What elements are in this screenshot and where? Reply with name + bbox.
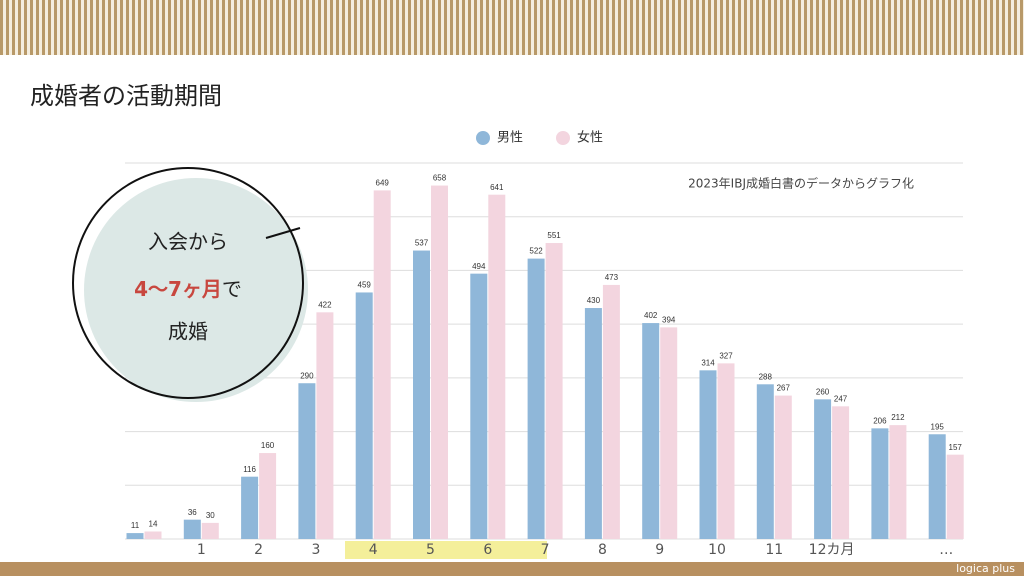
bar bbox=[373, 190, 391, 539]
data-label: 422 bbox=[318, 300, 332, 309]
callout-fill bbox=[84, 178, 308, 402]
data-label: 641 bbox=[490, 183, 504, 192]
data-label: 430 bbox=[587, 296, 601, 305]
data-label: 212 bbox=[891, 413, 905, 422]
top-border bbox=[0, 0, 1024, 55]
bar bbox=[660, 327, 678, 539]
data-label: 30 bbox=[206, 511, 215, 520]
bar bbox=[602, 284, 620, 539]
data-label: 394 bbox=[662, 315, 676, 324]
bar bbox=[316, 312, 334, 539]
x-tick-label: 12カ月 bbox=[809, 542, 855, 558]
callout-line: 成婚 bbox=[168, 320, 208, 344]
legend-label: 女性 bbox=[577, 130, 603, 146]
data-label: 290 bbox=[300, 371, 314, 380]
bar bbox=[470, 273, 488, 539]
data-label: 473 bbox=[605, 273, 619, 282]
x-tick-label: 11 bbox=[765, 542, 783, 558]
x-tick-label: 5 bbox=[426, 542, 435, 558]
x-tick-label: 2 bbox=[254, 542, 263, 558]
bar bbox=[413, 250, 430, 539]
data-label: 11 bbox=[131, 521, 140, 530]
legend-swatch bbox=[476, 131, 490, 145]
bar bbox=[298, 383, 316, 539]
bar bbox=[488, 194, 506, 540]
callout-line: 4〜7ヶ月で bbox=[134, 277, 242, 301]
data-label: 288 bbox=[759, 372, 773, 381]
bar bbox=[832, 406, 850, 539]
bar bbox=[814, 399, 832, 539]
x-tick-label: 10 bbox=[708, 542, 726, 558]
x-tick-label: … bbox=[939, 542, 953, 558]
data-label: 494 bbox=[472, 262, 486, 271]
data-label: 649 bbox=[376, 179, 390, 188]
data-label: 551 bbox=[547, 231, 561, 240]
bar bbox=[946, 454, 964, 539]
bar bbox=[756, 384, 774, 539]
bar bbox=[871, 428, 889, 539]
bar bbox=[201, 522, 219, 539]
bar bbox=[717, 363, 735, 539]
data-label: 537 bbox=[415, 239, 429, 248]
data-label: 267 bbox=[777, 384, 791, 393]
data-label: 206 bbox=[873, 416, 887, 425]
callout-line: 入会から bbox=[148, 230, 228, 254]
data-label: 247 bbox=[834, 394, 848, 403]
callout-suffix: で bbox=[222, 277, 242, 301]
data-label: 402 bbox=[644, 311, 658, 320]
x-tick-label: 7 bbox=[541, 542, 550, 558]
data-label: 658 bbox=[433, 174, 447, 183]
bottom-border bbox=[0, 562, 1024, 576]
legend-swatch bbox=[556, 131, 570, 145]
bar bbox=[126, 533, 144, 539]
x-tick-label: 3 bbox=[311, 542, 320, 558]
bar bbox=[241, 476, 259, 539]
bar bbox=[183, 519, 201, 539]
bar bbox=[144, 531, 162, 539]
data-label: 14 bbox=[149, 520, 158, 529]
data-label: 314 bbox=[701, 358, 715, 367]
bar bbox=[928, 434, 946, 539]
bar bbox=[527, 258, 545, 539]
legend-label: 男性 bbox=[497, 131, 523, 146]
chart-title: 成婚者の活動期間 bbox=[30, 82, 222, 110]
data-label: 459 bbox=[358, 281, 372, 290]
bar bbox=[259, 453, 277, 539]
footer: logica plus bbox=[956, 562, 1015, 575]
x-tick-label: 9 bbox=[655, 542, 664, 558]
bar bbox=[699, 370, 717, 539]
bar bbox=[584, 308, 602, 539]
data-label: 116 bbox=[243, 465, 256, 474]
data-label: 260 bbox=[816, 387, 830, 396]
data-label: 327 bbox=[719, 351, 733, 360]
highlight-band bbox=[345, 541, 547, 559]
bar bbox=[774, 395, 792, 539]
callout-tick bbox=[265, 227, 301, 239]
bar bbox=[431, 185, 448, 539]
x-tick-label: 1 bbox=[197, 542, 206, 558]
bar bbox=[545, 243, 563, 539]
bar bbox=[889, 425, 907, 539]
x-tick-label: 8 bbox=[598, 542, 607, 558]
x-tick-label: 4 bbox=[369, 542, 378, 558]
data-label: 522 bbox=[529, 247, 543, 256]
x-tick-label: 6 bbox=[483, 542, 492, 558]
callout-highlight: 4〜7ヶ月 bbox=[134, 277, 222, 301]
note: 2023年IBJ成婚白書のデータからグラフ化 bbox=[688, 176, 914, 191]
bar bbox=[642, 323, 660, 539]
data-label: 157 bbox=[949, 443, 963, 452]
bar bbox=[355, 292, 373, 539]
callout-ring bbox=[72, 167, 304, 399]
data-label: 195 bbox=[931, 422, 945, 431]
data-label: 36 bbox=[188, 508, 197, 517]
data-label: 160 bbox=[261, 441, 275, 450]
